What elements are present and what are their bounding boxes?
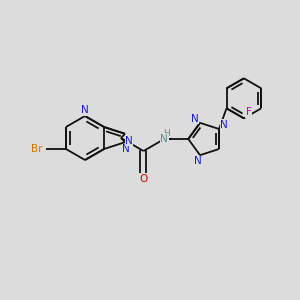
Text: N: N [220, 120, 228, 130]
Text: N: N [125, 136, 133, 146]
Text: N: N [194, 156, 202, 166]
Text: O: O [140, 174, 148, 184]
Text: N: N [191, 114, 199, 124]
Text: H: H [163, 128, 170, 137]
Text: Br: Br [31, 144, 43, 154]
Text: F: F [246, 107, 252, 117]
Text: N: N [160, 134, 168, 144]
Text: N: N [81, 105, 89, 115]
Text: N: N [122, 144, 130, 154]
